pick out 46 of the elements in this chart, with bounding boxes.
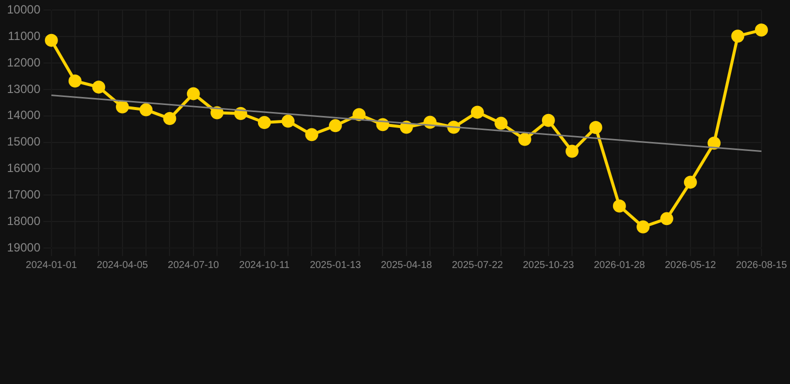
- point: [68, 74, 82, 88]
- point: [352, 108, 366, 122]
- x-tick-label: 2026-08-15: [736, 260, 788, 271]
- x-tick-label: 2025-07-22: [452, 260, 504, 271]
- point: [186, 87, 200, 100]
- y-tick-label: 14000: [6, 108, 41, 122]
- point: [494, 116, 508, 130]
- point: [328, 119, 342, 132]
- point: [400, 120, 413, 134]
- point: [566, 144, 579, 158]
- point: [518, 132, 532, 146]
- point: [116, 100, 129, 114]
- point: [708, 136, 721, 150]
- x-tick-label: 2024-01-01: [26, 260, 78, 271]
- point: [140, 103, 153, 116]
- x-tick-label: 2024-04-05: [96, 260, 148, 271]
- point: [636, 220, 650, 234]
- x-tick-label: 2024-10-11: [239, 260, 290, 271]
- point: [589, 121, 602, 134]
- point: [305, 128, 318, 142]
- y-tick-label: 10000: [6, 2, 41, 17]
- point: [612, 199, 626, 212]
- x-tick-label: 2026-01-28: [594, 260, 646, 271]
- y-tick-label: 15000: [6, 134, 41, 149]
- y-tick-label: 17000: [6, 187, 41, 202]
- point: [282, 114, 295, 128]
- y-tick-label: 13000: [6, 82, 41, 96]
- point: [92, 80, 106, 94]
- y-tick-label: 11000: [8, 28, 41, 43]
- y-tick-label: 12000: [6, 55, 41, 70]
- y-tick-label: 19000: [6, 240, 41, 254]
- x-tick-label: 2025-10-23: [522, 260, 574, 271]
- y-tick-label: 18000: [6, 214, 41, 228]
- point: [258, 116, 271, 129]
- x-tick-label: 2025-01-13: [310, 260, 362, 271]
- y-tick-label: 16000: [6, 161, 41, 176]
- point: [754, 24, 768, 37]
- x-tick-label: 2024-07-10: [168, 260, 220, 271]
- point: [660, 212, 674, 226]
- x-tick-label: 2025-04-18: [380, 260, 432, 271]
- point: [542, 114, 555, 127]
- point: [470, 106, 484, 119]
- point: [731, 30, 744, 43]
- x-tick-label: 2026-05-12: [664, 260, 716, 271]
- point: [163, 112, 176, 126]
- point: [684, 176, 697, 189]
